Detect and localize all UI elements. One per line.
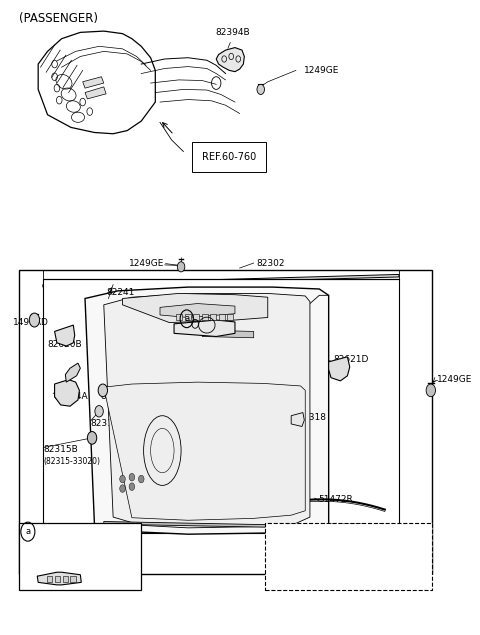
Polygon shape [85, 87, 106, 99]
Polygon shape [37, 572, 81, 585]
Bar [19, 523, 141, 590]
Circle shape [129, 473, 135, 481]
Circle shape [138, 475, 144, 483]
Circle shape [29, 313, 39, 327]
Text: REF.60-760: REF.60-760 [202, 152, 256, 162]
Polygon shape [193, 314, 199, 320]
Bar [62, 576, 68, 582]
Circle shape [98, 384, 108, 397]
Polygon shape [83, 77, 104, 88]
Polygon shape [43, 279, 399, 533]
Bar [19, 270, 432, 574]
Text: 1491AD: 1491AD [13, 318, 48, 326]
Polygon shape [38, 31, 156, 134]
Text: 82315D: 82315D [91, 419, 126, 428]
Polygon shape [329, 357, 350, 381]
Text: 82620B: 82620B [48, 340, 82, 349]
Text: 93575B: 93575B [37, 527, 72, 536]
Polygon shape [216, 48, 244, 72]
Text: 1249GE: 1249GE [129, 258, 165, 267]
Text: 82720B: 82720B [260, 332, 295, 341]
Bar [55, 576, 60, 582]
Text: 82302: 82302 [256, 258, 285, 267]
Circle shape [129, 483, 135, 490]
Text: 51472R: 51472R [318, 495, 353, 504]
Text: 82621D: 82621D [333, 355, 369, 364]
Text: 82315B: 82315B [100, 392, 135, 401]
Polygon shape [202, 314, 208, 320]
Polygon shape [227, 314, 233, 320]
Polygon shape [160, 304, 235, 318]
Polygon shape [291, 413, 304, 427]
Text: 83714B: 83714B [260, 319, 295, 328]
Text: 82315B: 82315B [44, 446, 79, 455]
Circle shape [120, 485, 125, 492]
Polygon shape [55, 380, 79, 406]
Text: 82241: 82241 [106, 288, 134, 297]
Text: P82318: P82318 [292, 413, 326, 422]
Polygon shape [122, 293, 268, 323]
Polygon shape [55, 325, 75, 346]
Text: 1249GE: 1249GE [437, 375, 473, 384]
Circle shape [426, 384, 435, 397]
Text: (82315-33020): (82315-33020) [44, 457, 101, 466]
Polygon shape [65, 363, 80, 382]
Text: 1249GE: 1249GE [304, 66, 340, 75]
Bar [70, 576, 76, 582]
Polygon shape [210, 314, 216, 320]
Polygon shape [185, 314, 191, 320]
Polygon shape [202, 330, 254, 338]
Polygon shape [104, 293, 310, 528]
Polygon shape [174, 320, 235, 337]
Bar [265, 523, 432, 590]
Text: a: a [25, 527, 30, 536]
Polygon shape [43, 274, 399, 287]
Text: 82366: 82366 [169, 514, 198, 523]
Bar [47, 576, 52, 582]
Text: (W/O MOOD LAMP): (W/O MOOD LAMP) [313, 523, 393, 532]
Text: 82394A: 82394A [53, 392, 88, 401]
Text: (PASSENGER): (PASSENGER) [19, 12, 98, 25]
Text: a: a [184, 314, 189, 323]
Text: 8230A: 8230A [216, 302, 244, 311]
Text: 82394B: 82394B [216, 29, 250, 37]
Text: 82382K: 82382K [319, 555, 354, 564]
Circle shape [257, 84, 264, 95]
Circle shape [177, 262, 185, 272]
Polygon shape [104, 521, 300, 528]
Polygon shape [218, 314, 225, 320]
Circle shape [95, 406, 103, 417]
Circle shape [87, 432, 97, 444]
Circle shape [120, 475, 125, 483]
Polygon shape [104, 382, 305, 520]
Polygon shape [85, 287, 329, 534]
Polygon shape [176, 314, 182, 320]
